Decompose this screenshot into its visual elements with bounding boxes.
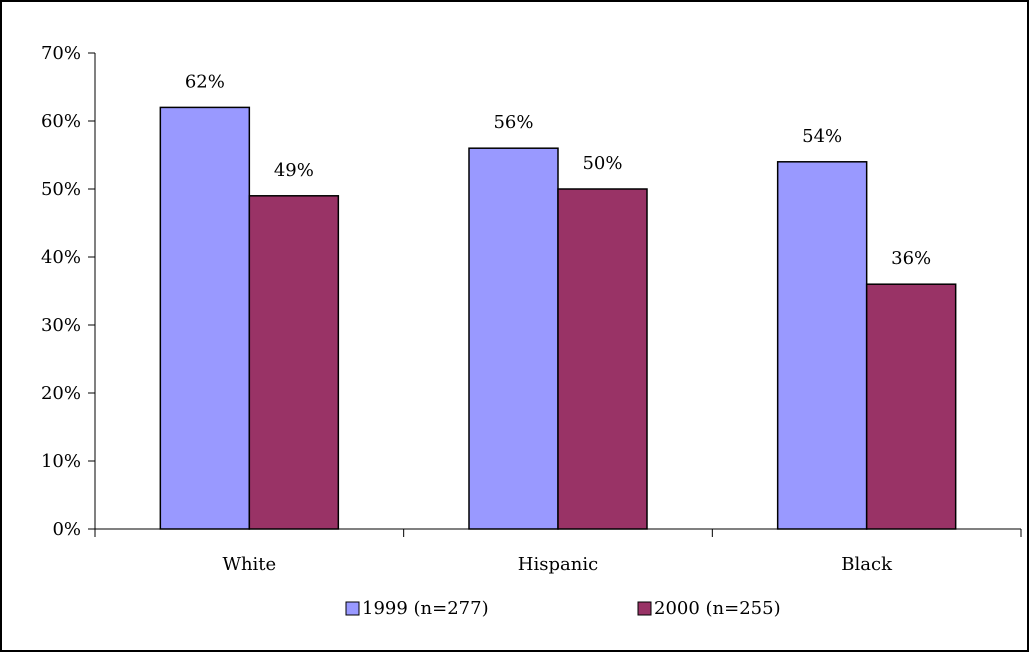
bar-black-2 <box>865 283 957 530</box>
y-tick-label: 20% <box>41 383 81 404</box>
data-label: 62% <box>185 71 225 92</box>
bar-white-2 <box>248 195 340 530</box>
y-tick-label: 40% <box>41 247 81 268</box>
y-axis: 0% 10% 20% 30% 40% 50% 60% 70% <box>41 43 96 540</box>
data-label: 56% <box>493 112 533 133</box>
x-category-label: Black <box>841 554 893 575</box>
bar-white-1 <box>159 106 251 530</box>
y-tick-label: 70% <box>41 43 81 64</box>
y-tick-label: 30% <box>41 315 81 336</box>
y-tick-label: 50% <box>41 179 81 200</box>
legend-swatch <box>637 601 652 616</box>
bar-hispanic-1 <box>468 147 559 530</box>
bar-black-1 <box>776 161 868 530</box>
x-category-label: White <box>222 554 276 575</box>
data-label: 36% <box>891 248 931 269</box>
data-label: 50% <box>582 153 622 174</box>
legend-label: 1999 (n=277) <box>362 598 489 619</box>
data-label: 54% <box>802 126 842 147</box>
data-labels: 62% 49% 56% 50% 54% 36% <box>185 71 931 269</box>
legend-label: 2000 (n=255) <box>654 598 781 619</box>
legend: 1999 (n=277) 2000 (n=255) <box>345 598 781 619</box>
legend-swatch <box>345 601 360 616</box>
y-tick-label: 60% <box>41 111 81 132</box>
y-tick-label: 10% <box>41 451 81 472</box>
bar-hispanic-2 <box>557 188 648 530</box>
x-category-label: Hispanic <box>518 554 598 575</box>
y-tick-label: 0% <box>52 519 81 540</box>
data-label: 49% <box>274 160 314 181</box>
x-axis: White Hispanic Black <box>94 528 1022 575</box>
bars <box>159 106 957 530</box>
